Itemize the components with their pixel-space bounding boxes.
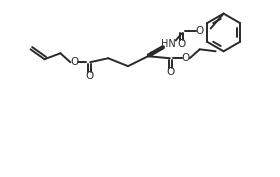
Text: O: O [182,53,190,63]
Text: O: O [167,67,175,77]
Text: O: O [70,57,78,67]
Text: HN: HN [162,39,176,49]
Text: O: O [178,39,186,49]
Text: O: O [195,26,204,36]
Text: O: O [85,71,93,81]
